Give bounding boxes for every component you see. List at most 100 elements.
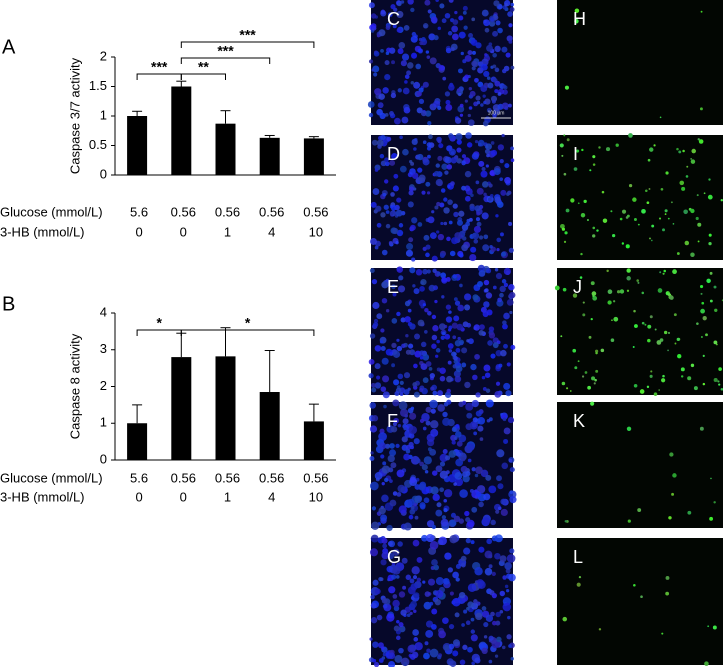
nucleus (374, 345, 382, 352)
nucleus (388, 586, 396, 594)
green-speck (646, 385, 650, 389)
nucleus (502, 575, 507, 580)
nucleus (438, 630, 446, 639)
green-speck (582, 313, 586, 317)
green-speck (578, 575, 582, 579)
nucleus (444, 12, 451, 19)
nucleus (417, 319, 425, 327)
nucleus (470, 363, 477, 371)
nucleus (379, 153, 385, 159)
nucleus (376, 614, 383, 621)
nucleus (494, 45, 501, 53)
nucleus (427, 311, 432, 316)
nucleus (427, 578, 436, 586)
green-speck (690, 252, 695, 257)
nucleus (431, 608, 438, 615)
nucleus (381, 494, 389, 503)
nucleus (432, 493, 440, 502)
nucleus (370, 617, 378, 624)
nucleus (501, 68, 507, 74)
micrograph (557, 401, 723, 528)
nucleus (419, 387, 424, 392)
nucleus (378, 576, 383, 582)
nucleus (380, 559, 387, 566)
nucleus (459, 283, 463, 288)
x-tick-label: 5.6 (130, 204, 148, 219)
nucleus (374, 88, 382, 96)
nucleus (409, 412, 417, 420)
nucleus (446, 236, 451, 242)
nucleus (376, 34, 381, 38)
nucleus (485, 388, 491, 393)
panel-letter: D (387, 144, 400, 164)
nucleus (396, 469, 405, 478)
nucleus (392, 594, 398, 599)
error-bar (132, 110, 143, 116)
nucleus (460, 555, 467, 562)
nucleus (448, 474, 457, 483)
nucleus (408, 425, 418, 435)
nucleus (486, 76, 491, 80)
nucleus (386, 613, 395, 622)
nucleus (386, 136, 392, 142)
nucleus (443, 644, 450, 651)
nucleus (478, 501, 484, 508)
nucleus (408, 237, 414, 243)
nucleus (368, 358, 375, 365)
nucleus (470, 629, 476, 634)
nucleus (487, 82, 494, 89)
green-speck (659, 116, 662, 119)
nucleus (488, 332, 496, 339)
nucleus (426, 142, 432, 148)
nucleus (481, 606, 487, 611)
nucleus (506, 589, 510, 593)
nucleus (487, 197, 492, 202)
nucleus (499, 177, 504, 181)
x-tick-label: 0.56 (303, 204, 328, 219)
nucleus (448, 84, 455, 91)
nucleus (369, 402, 377, 409)
error-bar (308, 136, 319, 139)
nucleus (454, 117, 462, 124)
nucleus (398, 591, 406, 598)
nucleus (417, 222, 423, 227)
nucleus (461, 224, 469, 231)
green-speck (658, 389, 661, 391)
nucleus (406, 243, 414, 251)
x-tick-label: 10 (309, 489, 323, 504)
nucleus (409, 578, 415, 584)
nucleus (443, 207, 450, 214)
nucleus (486, 107, 492, 113)
nucleus (454, 300, 461, 306)
panel-letter: I (573, 144, 578, 164)
nucleus (398, 647, 404, 654)
nucleus (443, 578, 450, 585)
nucleus (396, 311, 401, 317)
nucleus (405, 334, 409, 338)
nucleus (426, 648, 431, 653)
nucleus (475, 95, 481, 101)
nucleus (482, 94, 486, 98)
x-tick-label: 4 (268, 224, 275, 239)
green-speck (606, 269, 609, 273)
nucleus (430, 428, 439, 437)
nucleus (468, 86, 473, 91)
nucleus (462, 5, 468, 11)
green-speck (699, 107, 703, 111)
nucleus (455, 451, 461, 457)
nucleus (452, 274, 457, 279)
nucleus (398, 505, 407, 514)
nucleus (436, 180, 443, 187)
nucleus (508, 23, 513, 28)
nucleus (392, 491, 398, 496)
x-tick-label: 0.56 (259, 204, 284, 219)
nucleus (491, 99, 496, 104)
nucleus (450, 181, 455, 186)
nucleus (471, 506, 478, 513)
green-speck (588, 335, 592, 339)
nucleus (413, 288, 420, 295)
nucleus (442, 76, 447, 81)
y-tick-label: 3 (100, 341, 107, 356)
green-speck (563, 134, 566, 137)
nucleus (509, 548, 515, 554)
